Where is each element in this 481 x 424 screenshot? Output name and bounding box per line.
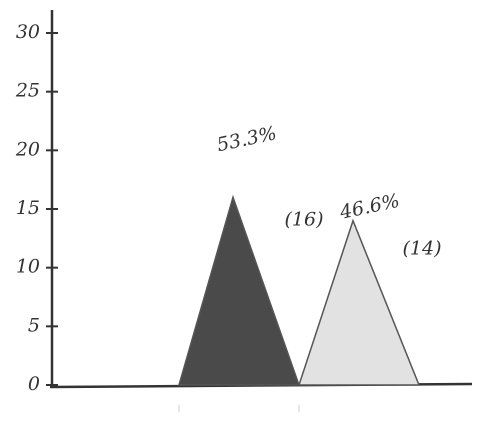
y-tick-label: 25 xyxy=(15,80,40,102)
percent-label: 53.3% xyxy=(215,122,279,156)
value-label: (14) xyxy=(402,238,441,260)
y-tick-label: 15 xyxy=(16,197,40,219)
triangle-bar xyxy=(297,218,421,386)
y-tick-label: 30 xyxy=(16,21,40,43)
value-label: (16) xyxy=(284,208,323,230)
percent-label: 46.6% xyxy=(337,190,402,224)
y-tick-label: 10 xyxy=(16,256,40,278)
triangle-bar xyxy=(178,194,301,386)
y-tick-label: 20 xyxy=(15,138,40,160)
y-tick-label: 5 xyxy=(28,314,40,336)
y-tick-label: 0 xyxy=(28,373,40,395)
